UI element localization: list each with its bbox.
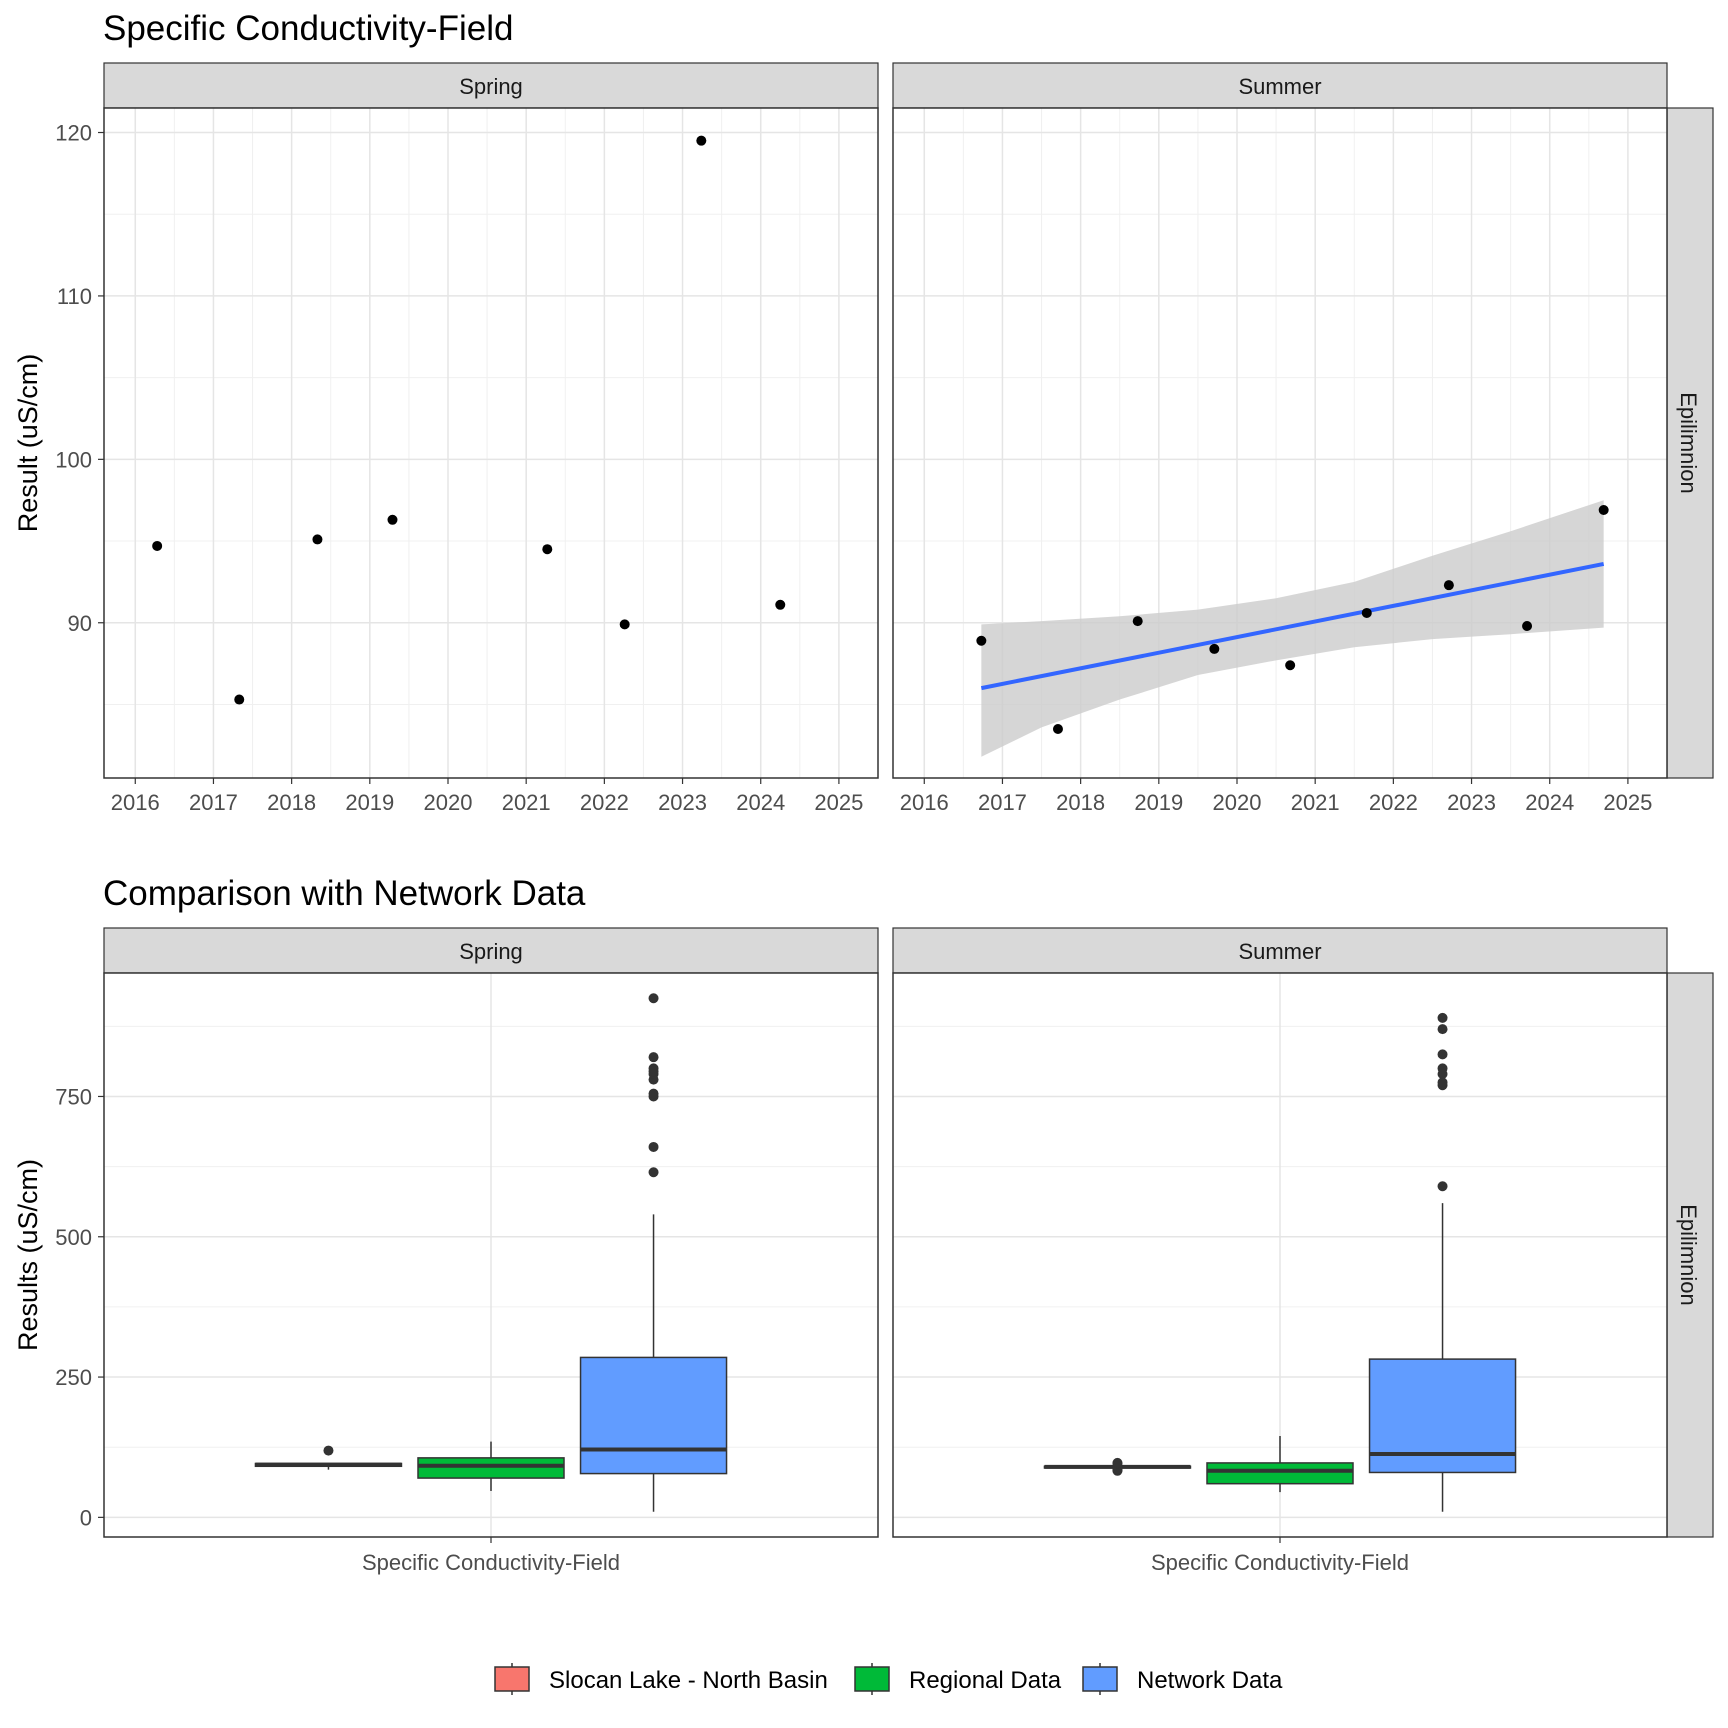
data-point: [542, 544, 553, 555]
box-outlier-point: [648, 1167, 659, 1178]
bottom-y-axis-title: Results (uS/cm): [13, 1159, 43, 1351]
x-tick-label: 2017: [189, 790, 238, 815]
x-tick-label: 2023: [658, 790, 707, 815]
data-point: [1132, 616, 1143, 627]
top-chart-title: Specific Conductivity-Field: [103, 9, 513, 48]
x-tick-label: 2021: [1291, 790, 1340, 815]
top-strip-summer-label: Summer: [1238, 74, 1321, 99]
data-point: [152, 540, 163, 551]
box-outlier-point: [1437, 1012, 1448, 1023]
top-strip-spring-bg: [103, 62, 879, 109]
top-strip-spring-label: Spring: [459, 74, 523, 99]
x-tick-label: 2024: [1525, 790, 1574, 815]
top-spring-panel-border: [103, 107, 879, 779]
x-tick-label: 2017: [978, 790, 1027, 815]
x-tick-label: 2018: [267, 790, 316, 815]
box-outlier-point: [323, 1445, 334, 1456]
box-body: [579, 1356, 728, 1475]
box-outlier-point: [1437, 1049, 1448, 1060]
legend-item-slocan: Slocan Lake - North Basin: [494, 1663, 828, 1695]
x-tick-label: 2024: [736, 790, 785, 815]
box-outlier-point: [1437, 1063, 1448, 1074]
data-point: [387, 514, 398, 525]
box-outlier-point: [1437, 1024, 1448, 1035]
x-tick-label: 2018: [1056, 790, 1105, 815]
data-point: [1052, 723, 1063, 734]
x-tick-label: 2025: [1603, 790, 1652, 815]
bottom-chart-title: Comparison with Network Data: [103, 874, 586, 913]
box-outlier-point: [648, 1088, 659, 1099]
legend-label-slocan: Slocan Lake - North Basin: [549, 1667, 828, 1694]
y-tick-label: 90: [68, 611, 92, 636]
legend-label-regional: Regional Data: [909, 1667, 1062, 1694]
top-strip-summer-bg: [892, 62, 1668, 109]
data-point: [312, 534, 323, 545]
top-summer-panel-border: [892, 107, 1668, 779]
top-panel-summer: 2016 2017 2018 2019 2020 2021 2022 2023 2024 2025: [892, 107, 1668, 815]
y-tick-label: 250: [55, 1365, 92, 1390]
box-outlier-point: [1112, 1457, 1123, 1468]
box-outlier-point: [648, 993, 659, 1004]
legend-item-network: Network Data: [1082, 1663, 1283, 1695]
y-tick-label: 500: [55, 1225, 92, 1250]
data-point: [1209, 643, 1220, 654]
x-tick-label: 2020: [424, 790, 473, 815]
bottom-spring-x-tick-label: Specific Conductivity-Field: [362, 1550, 620, 1575]
x-tick-label: 2022: [1369, 790, 1418, 815]
bottom-row-strip-bg: [1666, 972, 1714, 1538]
bottom-strip-summer-bg: [892, 927, 1668, 974]
data-point: [775, 599, 786, 610]
bottom-strip-spring-label: Spring: [459, 939, 523, 964]
data-point: [696, 135, 707, 146]
trend-confidence-band: [981, 500, 1604, 757]
data-point: [1598, 505, 1609, 515]
data-point: [1285, 660, 1296, 671]
legend: Slocan Lake - North Basin Regional Data …: [494, 1663, 1283, 1695]
y-tick-label: 110: [57, 284, 92, 309]
box-outlier-point: [1437, 1077, 1448, 1088]
y-tick-label: 120: [55, 121, 92, 146]
y-tick-label: 100: [55, 447, 92, 472]
box-outlier-point: [1437, 1181, 1448, 1192]
x-tick-label: 2016: [900, 790, 949, 815]
box-body: [1206, 1462, 1354, 1485]
top-spring-panel-bg: [104, 108, 878, 778]
x-tick-label: 2021: [502, 790, 551, 815]
y-tick-label: 0: [80, 1505, 92, 1530]
legend-label-network: Network Data: [1137, 1667, 1283, 1694]
data-point: [1361, 607, 1372, 618]
box-outlier-point: [648, 1052, 659, 1063]
data-point: [234, 694, 245, 705]
top-row-strip-bg: [1666, 107, 1714, 779]
y-tick-label: 750: [55, 1084, 92, 1109]
x-tick-label: 2016: [111, 790, 160, 815]
bottom-strip-summer-label: Summer: [1238, 939, 1321, 964]
bottom-panel-summer: [892, 972, 1668, 1543]
x-tick-label: 2020: [1213, 790, 1262, 815]
box-outlier-point: [648, 1063, 659, 1074]
top-y-axis-title: Result (uS/cm): [13, 354, 43, 533]
box-body: [417, 1457, 565, 1479]
bottom-row-strip-label: Epilimnion: [1676, 1204, 1701, 1306]
bottom-summer-x-tick-label: Specific Conductivity-Field: [1151, 1550, 1409, 1575]
box-outlier-point: [648, 1141, 659, 1152]
data-point: [619, 619, 630, 630]
trend-line: [980, 561, 1605, 691]
top-panel-spring: 2016 2017 2018 2019 2020 2021 2022 2023 2024 2025…: [55, 107, 879, 815]
x-tick-label: 2025: [814, 790, 863, 815]
data-point: [1443, 580, 1454, 591]
x-tick-label: 2019: [345, 790, 394, 815]
data-point: [976, 635, 987, 646]
bottom-panel-spring: 0 250 500 750: [55, 972, 879, 1543]
legend-item-regional: Regional Data: [854, 1663, 1062, 1695]
x-tick-label: 2019: [1134, 790, 1183, 815]
top-row-strip-label: Epilimnion: [1676, 392, 1701, 494]
legend-key-slocan: [494, 1666, 530, 1692]
legend-key-regional: [854, 1666, 890, 1692]
x-tick-label: 2023: [1447, 790, 1496, 815]
data-point: [1522, 621, 1533, 632]
x-tick-label: 2022: [580, 790, 629, 815]
legend-key-network: [1082, 1666, 1118, 1692]
